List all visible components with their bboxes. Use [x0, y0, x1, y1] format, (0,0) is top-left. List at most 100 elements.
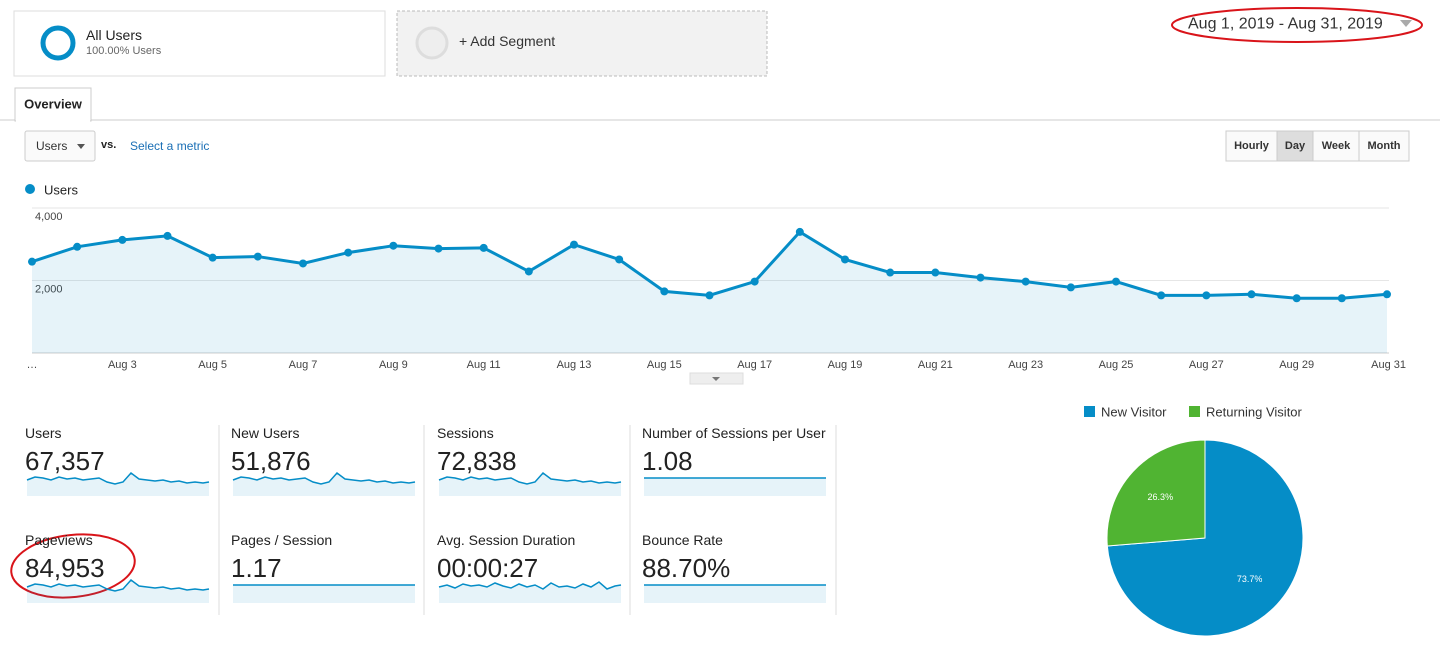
tab-label: Overview	[24, 97, 83, 112]
legend-swatch	[1084, 406, 1095, 417]
segment-name: All Users	[86, 27, 142, 43]
x-tick-label: Aug 29	[1279, 359, 1314, 371]
metric-value: 88.70%	[642, 553, 730, 583]
segment-card[interactable]	[13, 10, 386, 77]
sparkline-line	[438, 471, 622, 485]
x-tick-label: Aug 25	[1099, 359, 1134, 371]
sparkline-area	[233, 473, 415, 496]
sparkline	[26, 471, 210, 496]
add-segment[interactable]	[396, 10, 768, 77]
legend-swatch	[1189, 406, 1200, 417]
sparkline	[644, 584, 826, 603]
point	[73, 242, 82, 251]
x-tick-label: Aug 31	[1371, 359, 1406, 371]
sparkline-line	[26, 578, 210, 592]
metric-value: 1.08	[642, 446, 693, 476]
point	[299, 259, 307, 268]
point	[1112, 277, 1120, 286]
vs-label: vs.	[101, 139, 116, 151]
x-tick-label: Aug 7	[289, 359, 318, 371]
slice-label: 26.3%	[1148, 492, 1174, 502]
x-tick-label: Aug 27	[1189, 359, 1224, 371]
legend-label: Returning Visitor	[1206, 405, 1303, 420]
select-metric-link[interactable]: Select a metric	[130, 139, 209, 153]
x-tick-label: Aug 21	[918, 359, 953, 371]
x-tick-label: Aug 11	[467, 359, 501, 371]
metric-label: Pages / Session	[231, 532, 332, 548]
point	[660, 287, 669, 296]
point	[841, 255, 849, 264]
sparkline	[438, 471, 622, 496]
granularity-label: Hourly	[1234, 140, 1270, 152]
point	[1021, 277, 1030, 286]
y-tick-label: 2,000	[35, 284, 63, 296]
metric-label: New Users	[231, 425, 299, 441]
dropdown-arrow	[1400, 20, 1412, 27]
point	[976, 273, 985, 282]
x-tick-label: …	[27, 359, 38, 371]
metric-label: Sessions	[437, 425, 494, 441]
point	[1066, 283, 1075, 292]
point	[28, 257, 36, 266]
sparkline	[438, 581, 622, 603]
point	[434, 244, 443, 253]
granularity-label: Day	[1285, 140, 1306, 152]
sparkline-line	[232, 471, 416, 485]
granularity-button[interactable]	[1312, 130, 1360, 162]
date-range[interactable]: Aug 1, 2019 - Aug 31, 2019	[1188, 16, 1383, 33]
dropdown-arrow	[77, 144, 85, 149]
x-tick-label: Aug 3	[108, 359, 137, 371]
x-tick-label: Aug 13	[557, 359, 592, 371]
point	[1383, 290, 1391, 299]
point	[524, 267, 533, 276]
point	[479, 243, 488, 252]
metric-dropdown[interactable]	[24, 130, 96, 162]
point	[931, 268, 940, 277]
sparkline-area	[644, 478, 826, 496]
sparkline	[233, 584, 415, 603]
metric-label: Pageviews	[25, 532, 93, 548]
metric-value: 00:00:27	[437, 553, 538, 583]
point	[750, 277, 759, 286]
sparkline-area	[233, 585, 415, 603]
segment-icon	[415, 26, 449, 60]
metric-dropdown-label: Users	[36, 139, 67, 153]
sparkline-area	[439, 582, 621, 603]
annotation-circle	[1171, 7, 1423, 43]
metric-value: 51,876	[231, 446, 311, 476]
tab[interactable]	[14, 87, 92, 122]
sparkline-area	[439, 473, 621, 496]
point	[705, 291, 714, 300]
metric-value: 1.17	[231, 553, 282, 583]
granularity-button[interactable]	[1225, 130, 1278, 162]
segment-icon	[40, 25, 76, 61]
sparkline	[26, 578, 210, 603]
point	[1247, 290, 1256, 299]
metric-value: 67,357	[25, 446, 105, 476]
sparkline-area	[27, 473, 209, 496]
metric-label: Avg. Session Duration	[437, 532, 575, 548]
sparkline-area	[644, 585, 826, 603]
granularity-button[interactable]	[1358, 130, 1410, 162]
collapse-arrow	[712, 377, 720, 381]
segment-detail: 100.00% Users	[86, 45, 162, 57]
legend-label: New Visitor	[1101, 405, 1167, 420]
point	[389, 241, 398, 250]
granularity-button[interactable]	[1276, 130, 1314, 162]
point	[1337, 294, 1346, 303]
area	[32, 231, 1387, 353]
add-segment-label: + Add Segment	[459, 33, 555, 49]
annotation-circle	[10, 533, 136, 599]
metric-value: 84,953	[25, 553, 105, 583]
x-tick-label: Aug 19	[828, 359, 863, 371]
point	[163, 231, 172, 240]
pie-slice	[1106, 439, 1206, 547]
sparkline	[232, 471, 416, 496]
x-tick-label: Aug 15	[647, 359, 682, 371]
point	[253, 252, 262, 261]
metric-label: Users	[25, 425, 62, 441]
sparkline-line	[26, 471, 210, 485]
tab-joint	[16, 118, 90, 122]
sparkline-line	[438, 581, 622, 590]
